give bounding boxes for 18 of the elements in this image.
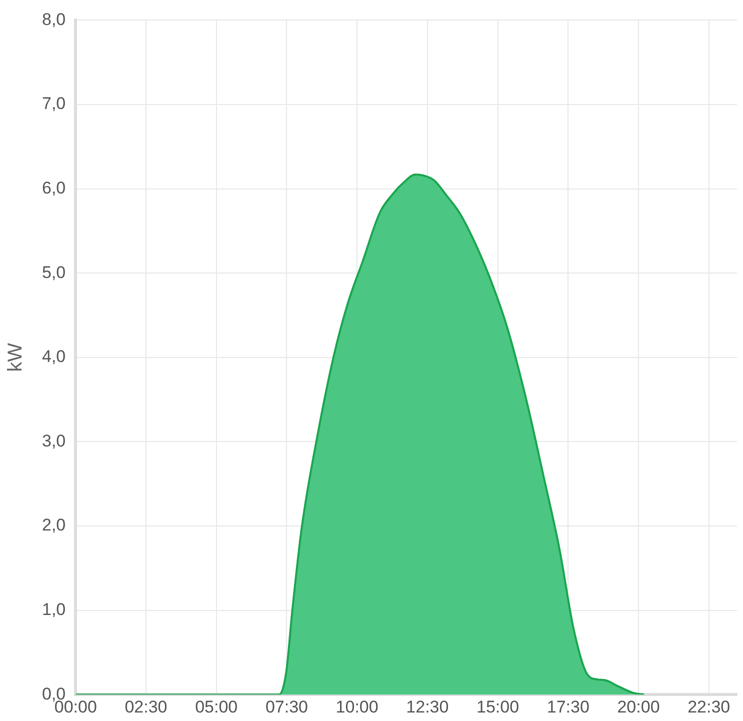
x-tick-label: 10:00 — [336, 697, 378, 716]
y-tick-label: 5,0 — [42, 262, 66, 282]
y-tick-label: 2,0 — [42, 516, 66, 535]
x-tick-label: 12:30 — [406, 697, 449, 716]
y-tick-label: 6,0 — [42, 178, 66, 198]
y-axis-title: kW — [4, 342, 27, 372]
x-tick-label: 20:00 — [617, 697, 660, 716]
x-tick-label: 17:30 — [546, 697, 590, 716]
y-tick-label: 8,0 — [42, 10, 66, 29]
x-tick-label: 05:00 — [195, 697, 238, 716]
y-tick-label: 4,0 — [42, 347, 66, 366]
x-tick-label: 15:00 — [476, 697, 520, 716]
x-tick-label: 02:30 — [124, 697, 168, 716]
y-tick-label: 3,0 — [42, 431, 66, 450]
y-tick-label: 7,0 — [42, 94, 66, 114]
x-tick-label: 22:30 — [688, 697, 730, 716]
y-tick-label: 1,0 — [42, 600, 66, 619]
x-tick-label: 07:30 — [265, 697, 308, 716]
